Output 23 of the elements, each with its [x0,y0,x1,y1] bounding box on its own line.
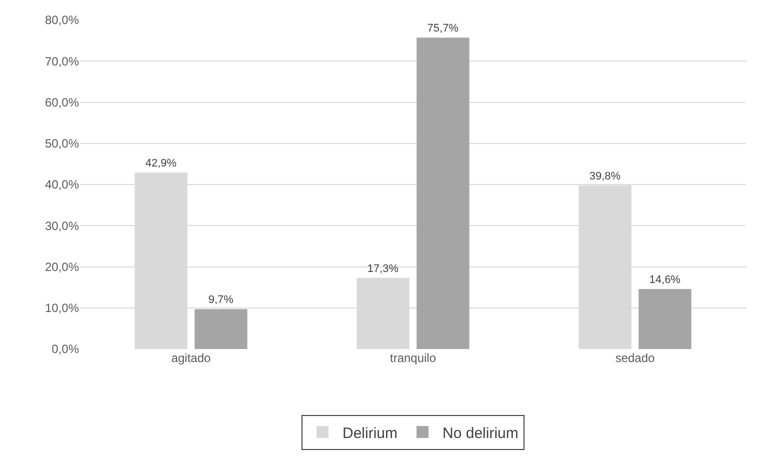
data-label: 42,9% [145,158,177,170]
legend-label: No delirium [442,424,518,442]
data-label: 9,7% [208,294,234,306]
legend-label: Delirium [342,424,398,442]
y-tick-label: 40,0% [44,178,80,192]
x-tick-label: tranquilo [390,351,436,365]
y-tick-label: 80,0% [44,13,80,28]
bar [638,288,692,349]
data-label: 17,3% [367,262,399,275]
y-tick-label: 20,0% [44,260,80,274]
bar [194,309,248,349]
y-tick-label: 10,0% [44,301,80,316]
y-tick-label: 30,0% [44,218,80,233]
x-tick-label: agitado [171,351,212,365]
y-tick-label: 50,0% [44,136,80,151]
y-tick-label: 70,0% [44,54,80,68]
y-tick-label: 60,0% [44,95,80,110]
data-label: 39,8% [589,170,621,182]
y-tick-label: 0,0% [52,342,80,356]
x-tick-label: sedado [615,351,656,365]
bar [416,38,470,349]
data-label: 14,6% [649,274,681,286]
data-label: 75,7% [427,22,459,35]
